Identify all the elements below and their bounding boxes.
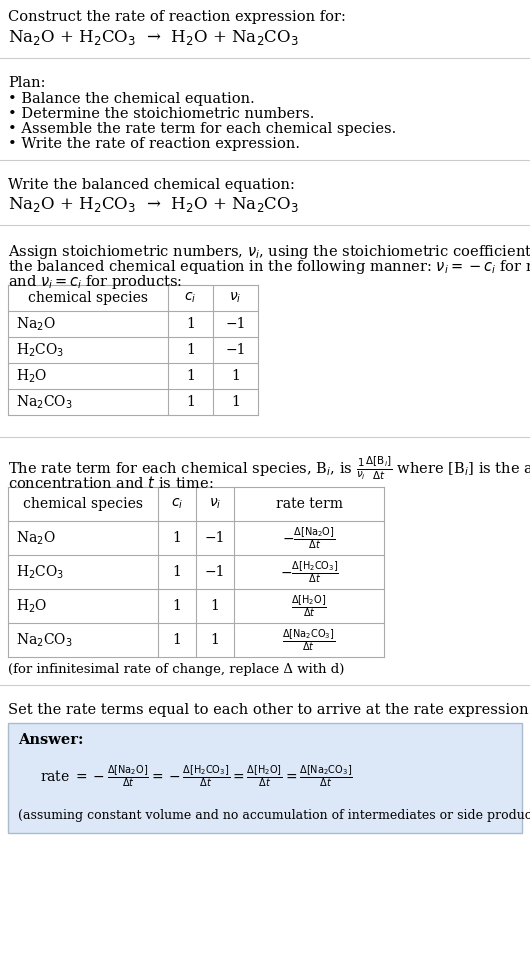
Text: $\frac{\Delta[\mathrm{H_2O}]}{\Delta t}$: $\frac{\Delta[\mathrm{H_2O}]}{\Delta t}$ <box>291 593 327 619</box>
Text: • Write the rate of reaction expression.: • Write the rate of reaction expression. <box>8 137 300 151</box>
Text: rate $= -\frac{\Delta[\mathrm{Na_2O}]}{\Delta t} = -\frac{\Delta[\mathrm{H_2CO_3: rate $= -\frac{\Delta[\mathrm{Na_2O}]}{\… <box>40 763 353 789</box>
Text: −1: −1 <box>225 343 246 357</box>
Text: concentration and $t$ is time:: concentration and $t$ is time: <box>8 475 214 491</box>
Text: and $\nu_i = c_i$ for products:: and $\nu_i = c_i$ for products: <box>8 273 182 291</box>
Text: Set the rate terms equal to each other to arrive at the rate expression:: Set the rate terms equal to each other t… <box>8 703 530 717</box>
Text: 1: 1 <box>210 633 219 647</box>
Text: H$_2$O: H$_2$O <box>16 368 47 385</box>
Text: Write the balanced chemical equation:: Write the balanced chemical equation: <box>8 178 295 192</box>
Text: H$_2$CO$_3$: H$_2$CO$_3$ <box>16 341 64 359</box>
Text: 1: 1 <box>231 369 240 383</box>
Text: 1: 1 <box>231 395 240 409</box>
Text: $-\frac{\Delta[\mathrm{H_2CO_3}]}{\Delta t}$: $-\frac{\Delta[\mathrm{H_2CO_3}]}{\Delta… <box>279 560 339 585</box>
Text: chemical species: chemical species <box>23 497 143 511</box>
Text: Na$_2$O + H$_2$CO$_3$  →  H$_2$O + Na$_2$CO$_3$: Na$_2$O + H$_2$CO$_3$ → H$_2$O + Na$_2$C… <box>8 28 299 47</box>
Text: −1: −1 <box>205 565 225 579</box>
Text: (for infinitesimal rate of change, replace Δ with d): (for infinitesimal rate of change, repla… <box>8 663 344 676</box>
Text: rate term: rate term <box>276 497 342 511</box>
Text: • Determine the stoichiometric numbers.: • Determine the stoichiometric numbers. <box>8 107 314 121</box>
Text: 1: 1 <box>173 599 181 613</box>
Text: 1: 1 <box>186 343 195 357</box>
Text: • Assemble the rate term for each chemical species.: • Assemble the rate term for each chemic… <box>8 122 396 136</box>
Text: The rate term for each chemical species, B$_i$, is $\frac{1}{\nu_i}\frac{\Delta[: The rate term for each chemical species,… <box>8 455 530 482</box>
Text: Assign stoichiometric numbers, $\nu_i$, using the stoichiometric coefficients, $: Assign stoichiometric numbers, $\nu_i$, … <box>8 243 530 261</box>
Text: H$_2$O: H$_2$O <box>16 597 47 614</box>
Text: 1: 1 <box>173 565 181 579</box>
Text: the balanced chemical equation in the following manner: $\nu_i = -c_i$ for react: the balanced chemical equation in the fo… <box>8 258 530 276</box>
Text: 1: 1 <box>173 531 181 545</box>
Text: (assuming constant volume and no accumulation of intermediates or side products): (assuming constant volume and no accumul… <box>18 809 530 822</box>
Text: Na$_2$O: Na$_2$O <box>16 529 56 547</box>
Text: Na$_2$O: Na$_2$O <box>16 316 56 332</box>
Text: 1: 1 <box>186 369 195 383</box>
Text: H$_2$CO$_3$: H$_2$CO$_3$ <box>16 564 64 581</box>
Text: chemical species: chemical species <box>28 291 148 305</box>
Text: 1: 1 <box>210 599 219 613</box>
Text: 1: 1 <box>186 317 195 331</box>
Text: $\frac{\Delta[\mathrm{Na_2CO_3}]}{\Delta t}$: $\frac{\Delta[\mathrm{Na_2CO_3}]}{\Delta… <box>282 627 335 653</box>
Text: Na$_2$O + H$_2$CO$_3$  →  H$_2$O + Na$_2$CO$_3$: Na$_2$O + H$_2$CO$_3$ → H$_2$O + Na$_2$C… <box>8 195 299 214</box>
Text: $\nu_i$: $\nu_i$ <box>209 497 221 512</box>
Text: $c_i$: $c_i$ <box>171 497 183 512</box>
Text: −1: −1 <box>225 317 246 331</box>
Text: 1: 1 <box>186 395 195 409</box>
Text: $\nu_i$: $\nu_i$ <box>229 291 242 305</box>
Text: 1: 1 <box>173 633 181 647</box>
Text: Na$_2$CO$_3$: Na$_2$CO$_3$ <box>16 631 73 649</box>
Text: Construct the rate of reaction expression for:: Construct the rate of reaction expressio… <box>8 10 346 24</box>
Text: Na$_2$CO$_3$: Na$_2$CO$_3$ <box>16 393 73 411</box>
Text: −1: −1 <box>205 531 225 545</box>
Text: $-\frac{\Delta[\mathrm{Na_2O}]}{\Delta t}$: $-\frac{\Delta[\mathrm{Na_2O}]}{\Delta t… <box>282 525 335 551</box>
Text: • Balance the chemical equation.: • Balance the chemical equation. <box>8 92 255 106</box>
Text: $c_i$: $c_i$ <box>184 291 197 305</box>
FancyBboxPatch shape <box>8 723 522 833</box>
Text: Plan:: Plan: <box>8 76 46 90</box>
Text: Answer:: Answer: <box>18 733 84 747</box>
